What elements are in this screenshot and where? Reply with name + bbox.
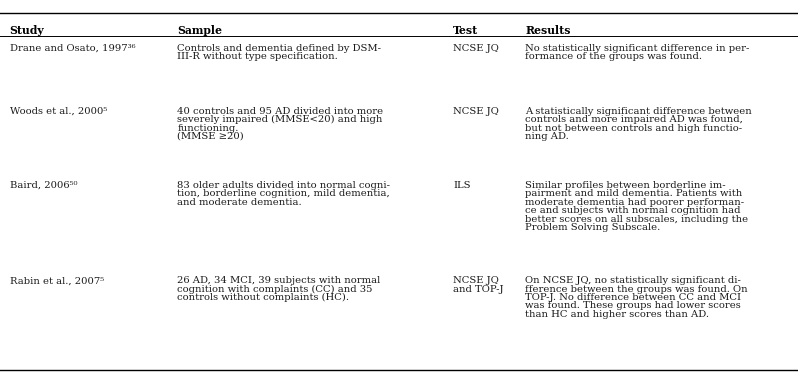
Text: fference between the groups was found. On: fference between the groups was found. O…	[525, 285, 748, 294]
Text: ning AD.: ning AD.	[525, 132, 569, 141]
Text: than HC and higher scores than AD.: than HC and higher scores than AD.	[525, 310, 709, 319]
Text: was found. These groups had lower scores: was found. These groups had lower scores	[525, 301, 741, 311]
Text: pairment and mild dementia. Patients with: pairment and mild dementia. Patients wit…	[525, 189, 742, 199]
Text: controls and more impaired AD was found,: controls and more impaired AD was found,	[525, 115, 743, 124]
Text: severely impaired (MMSE<20) and high: severely impaired (MMSE<20) and high	[177, 115, 382, 124]
Text: moderate dementia had poorer performan-: moderate dementia had poorer performan-	[525, 198, 745, 207]
Text: formance of the groups was found.: formance of the groups was found.	[525, 52, 702, 61]
Text: Drane and Osato, 1997³⁶: Drane and Osato, 1997³⁶	[10, 44, 135, 53]
Text: Similar profiles between borderline im-: Similar profiles between borderline im-	[525, 181, 725, 190]
Text: ce and subjects with normal cognition had: ce and subjects with normal cognition ha…	[525, 206, 741, 215]
Text: and TOP-J: and TOP-J	[453, 285, 504, 294]
Text: 83 older adults divided into normal cogni-: 83 older adults divided into normal cogn…	[177, 181, 390, 190]
Text: Problem Solving Subscale.: Problem Solving Subscale.	[525, 223, 660, 232]
Text: 40 controls and 95 AD divided into more: 40 controls and 95 AD divided into more	[177, 107, 383, 116]
Text: NCSE JQ: NCSE JQ	[453, 276, 499, 285]
Text: TOP-J. No difference between CC and MCI: TOP-J. No difference between CC and MCI	[525, 293, 741, 302]
Text: 26 AD, 34 MCI, 39 subjects with normal: 26 AD, 34 MCI, 39 subjects with normal	[177, 276, 381, 285]
Text: Rabin et al., 2007⁵: Rabin et al., 2007⁵	[10, 276, 104, 285]
Text: Sample: Sample	[177, 25, 222, 36]
Text: Baird, 2006⁵⁰: Baird, 2006⁵⁰	[10, 181, 77, 190]
Text: cognition with complaints (CC) and 35: cognition with complaints (CC) and 35	[177, 285, 373, 294]
Text: Controls and dementia defined by DSM-: Controls and dementia defined by DSM-	[177, 44, 381, 53]
Text: NCSE JQ: NCSE JQ	[453, 107, 499, 116]
Text: controls without complaints (HC).: controls without complaints (HC).	[177, 293, 350, 302]
Text: (MMSE ≥20): (MMSE ≥20)	[177, 132, 244, 141]
Text: but not between controls and high functio-: but not between controls and high functi…	[525, 123, 742, 133]
Text: NCSE JQ: NCSE JQ	[453, 44, 499, 53]
Text: Woods et al., 2000⁵: Woods et al., 2000⁵	[10, 107, 107, 116]
Text: III-R without type specification.: III-R without type specification.	[177, 52, 338, 61]
Text: and moderate dementia.: and moderate dementia.	[177, 198, 302, 207]
Text: A statistically significant difference between: A statistically significant difference b…	[525, 107, 752, 116]
Text: Results: Results	[525, 25, 571, 36]
Text: functioning.: functioning.	[177, 123, 239, 133]
Text: tion, borderline cognition, mild dementia,: tion, borderline cognition, mild dementi…	[177, 189, 390, 199]
Text: No statistically significant difference in per-: No statistically significant difference …	[525, 44, 749, 53]
Text: Test: Test	[453, 25, 479, 36]
Text: On NCSE JQ, no statistically significant di-: On NCSE JQ, no statistically significant…	[525, 276, 741, 285]
Text: Study: Study	[10, 25, 45, 36]
Text: better scores on all subscales, including the: better scores on all subscales, includin…	[525, 215, 749, 224]
Text: ILS: ILS	[453, 181, 471, 190]
